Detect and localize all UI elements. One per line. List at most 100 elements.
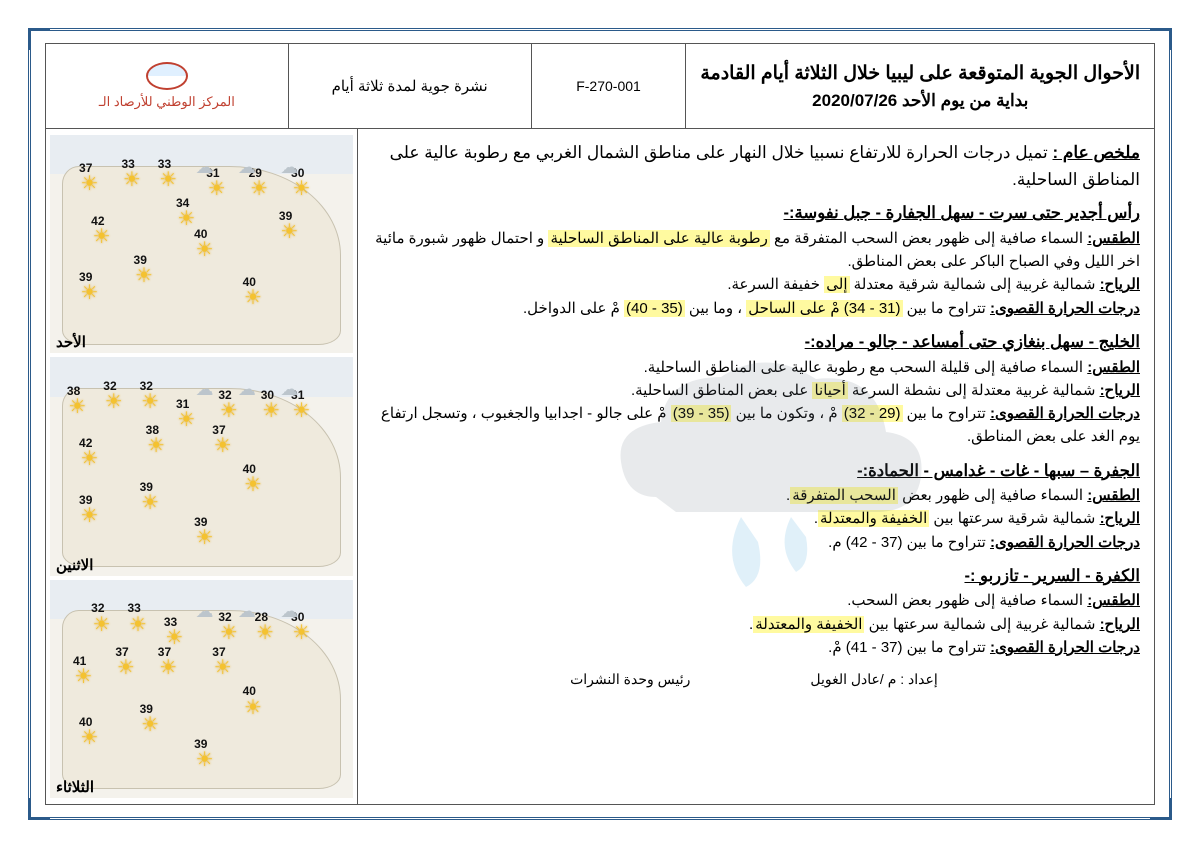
header-org-cell: المركز الوطني للأرصاد الـ: [46, 44, 288, 128]
cloud-icon: ☁: [280, 379, 298, 400]
sun-icon: ☀: [139, 493, 159, 513]
doc-title: الأحوال الجوية المتوقعة على ليبيا خلال ا…: [700, 62, 1140, 85]
sun-icon: ☀: [78, 449, 98, 469]
map-temp-value: 32: [218, 388, 231, 402]
region-title: الجفرة – سبها - غات - غدامس - الحمادة:-: [368, 459, 1140, 485]
author-label: إعداد : م /عادل الغويل: [810, 669, 937, 691]
map-temp-value: 40: [243, 462, 256, 476]
sun-icon: ☀: [103, 392, 123, 412]
sun-icon: ☀: [218, 401, 238, 421]
sun-icon: ☀: [175, 209, 195, 229]
sun-icon: ☀: [91, 227, 111, 247]
region-title: الكفرة - السرير - تازربو :-: [368, 564, 1140, 590]
sun-icon: ☀: [78, 174, 98, 194]
cloud-icon: ☁: [280, 157, 298, 178]
summary-text: تميل درجات الحرارة للارتفاع نسبيا خلال ا…: [390, 143, 1140, 189]
regions-container: رأس أجدير حتى سرت - سهل الجفارة - جبل نف…: [368, 201, 1140, 659]
map-temp-value: 38: [146, 423, 159, 437]
header-code-cell: F-270-001: [531, 44, 686, 128]
sun-icon: ☀: [290, 623, 310, 643]
map-temp-value: 38: [67, 384, 80, 398]
wind-line: الرياح: شمالية غربية إلى شمالية شرقية مع…: [368, 273, 1140, 296]
temp-line: درجات الحرارة القصوى: تتراوح ما بين (31 …: [368, 297, 1140, 320]
sun-icon: ☀: [242, 288, 262, 308]
summary-paragraph: ملخص عام : تميل درجات الحرارة للارتفاع ن…: [368, 139, 1140, 193]
sun-icon: ☀: [78, 283, 98, 303]
sun-icon: ☀: [66, 397, 86, 417]
wind-line: الرياح: شمالية غربية إلى شمالية سرعتها ب…: [368, 613, 1140, 636]
header-title-cell: الأحوال الجوية المتوقعة على ليبيا خلال ا…: [685, 44, 1154, 128]
map-temp-value: 37: [212, 645, 225, 659]
map-temp-value: 33: [121, 157, 134, 171]
weather-line: الطقس: السماء صافية إلى ظهور بعض السحب.: [368, 589, 1140, 612]
map-temp-value: 37: [115, 645, 128, 659]
forecast-map: ☀30☀28☀32☀33☀33☀32☀37☀37☀37☀41☀40☀39☀39☀…: [50, 580, 353, 798]
sun-icon: ☀: [115, 658, 135, 678]
sun-icon: ☀: [194, 528, 214, 548]
map-temp-value: 31: [176, 397, 189, 411]
weather-line: الطقس: السماء صافية إلى ظهور بعض السحب ا…: [368, 484, 1140, 507]
corner-decoration: [1150, 28, 1172, 50]
sun-icon: ☀: [78, 728, 98, 748]
sun-icon: ☀: [139, 715, 159, 735]
sun-icon: ☀: [72, 667, 92, 687]
map-temp-value: 32: [103, 379, 116, 393]
sun-icon: ☀: [260, 401, 280, 421]
sun-icon: ☀: [127, 615, 147, 635]
map-temp-value: 40: [243, 275, 256, 289]
sun-icon: ☀: [290, 179, 310, 199]
map-temp-value: 37: [158, 645, 171, 659]
sun-icon: ☀: [248, 179, 268, 199]
map-temp-value: 39: [140, 480, 153, 494]
sun-icon: ☀: [157, 170, 177, 190]
wind-line: الرياح: شمالية شرقية سرعتها بين الخفيفة …: [368, 507, 1140, 530]
map-temp-value: 39: [79, 493, 92, 507]
forecast-text-column: ملخص عام : تميل درجات الحرارة للارتفاع ن…: [357, 129, 1154, 804]
map-day-label: الثلاثاء: [56, 778, 94, 796]
body-row: ملخص عام : تميل درجات الحرارة للارتفاع ن…: [45, 129, 1155, 805]
map-temp-value: 39: [79, 270, 92, 284]
org-logo-icon: [146, 62, 188, 90]
maps-column: ☀30☀29☀31☀33☀33☀37☀39☀34☀40☀42☀39☀40☀39☁…: [46, 129, 357, 804]
doc-date-line: بداية من يوم الأحد 2020/07/26: [812, 91, 1028, 111]
map-temp-value: 32: [91, 601, 104, 615]
unit-head-label: رئيس وحدة النشرات: [570, 669, 690, 691]
region-block: الكفرة - السرير - تازربو :-الطقس: السماء…: [368, 564, 1140, 659]
sun-icon: ☀: [212, 658, 232, 678]
map-temp-value: 40: [243, 684, 256, 698]
map-temp-value: 32: [218, 610, 231, 624]
weather-line: الطقس: السماء صافية إلى ظهور بعض السحب ا…: [368, 227, 1140, 274]
document-frame: الأحوال الجوية المتوقعة على ليبيا خلال ا…: [28, 28, 1172, 820]
bulletin-type: نشرة جوية لمدة ثلاثة أيام: [332, 77, 488, 95]
summary-lead: ملخص عام :: [1053, 143, 1141, 162]
sun-icon: ☀: [242, 475, 262, 495]
map-temp-value: 34: [176, 196, 189, 210]
map-temp-value: 37: [79, 161, 92, 175]
map-temp-value: 39: [279, 209, 292, 223]
map-temp-value: 32: [140, 379, 153, 393]
sun-icon: ☀: [121, 170, 141, 190]
sun-icon: ☀: [175, 410, 195, 430]
region-block: الجفرة – سبها - غات - غدامس - الحمادة:-ا…: [368, 459, 1140, 554]
map-temp-value: 28: [255, 610, 268, 624]
sun-icon: ☀: [254, 623, 274, 643]
map-temp-value: 40: [194, 227, 207, 241]
sun-icon: ☀: [212, 436, 232, 456]
sun-icon: ☀: [157, 658, 177, 678]
sun-icon: ☀: [218, 623, 238, 643]
sun-icon: ☀: [133, 266, 153, 286]
map-temp-value: 33: [158, 157, 171, 171]
map-temp-value: 33: [127, 601, 140, 615]
map-temp-value: 39: [194, 515, 207, 529]
map-temp-value: 42: [79, 436, 92, 450]
sun-icon: ☀: [78, 506, 98, 526]
map-temp-value: 42: [91, 214, 104, 228]
region-block: رأس أجدير حتى سرت - سهل الجفارة - جبل نف…: [368, 201, 1140, 320]
temp-line: درجات الحرارة القصوى: تتراوح ما بين (29 …: [368, 402, 1140, 449]
corner-decoration: [28, 28, 50, 50]
org-name: المركز الوطني للأرصاد الـ: [99, 94, 235, 110]
sun-icon: ☀: [139, 392, 159, 412]
forecast-map: ☀31☀30☀32☀31☀32☀32☀38☀37☀38☀42☀40☀39☀39☀…: [50, 357, 353, 575]
region-title: رأس أجدير حتى سرت - سهل الجفارة - جبل نف…: [368, 201, 1140, 227]
map-temp-value: 40: [79, 715, 92, 729]
